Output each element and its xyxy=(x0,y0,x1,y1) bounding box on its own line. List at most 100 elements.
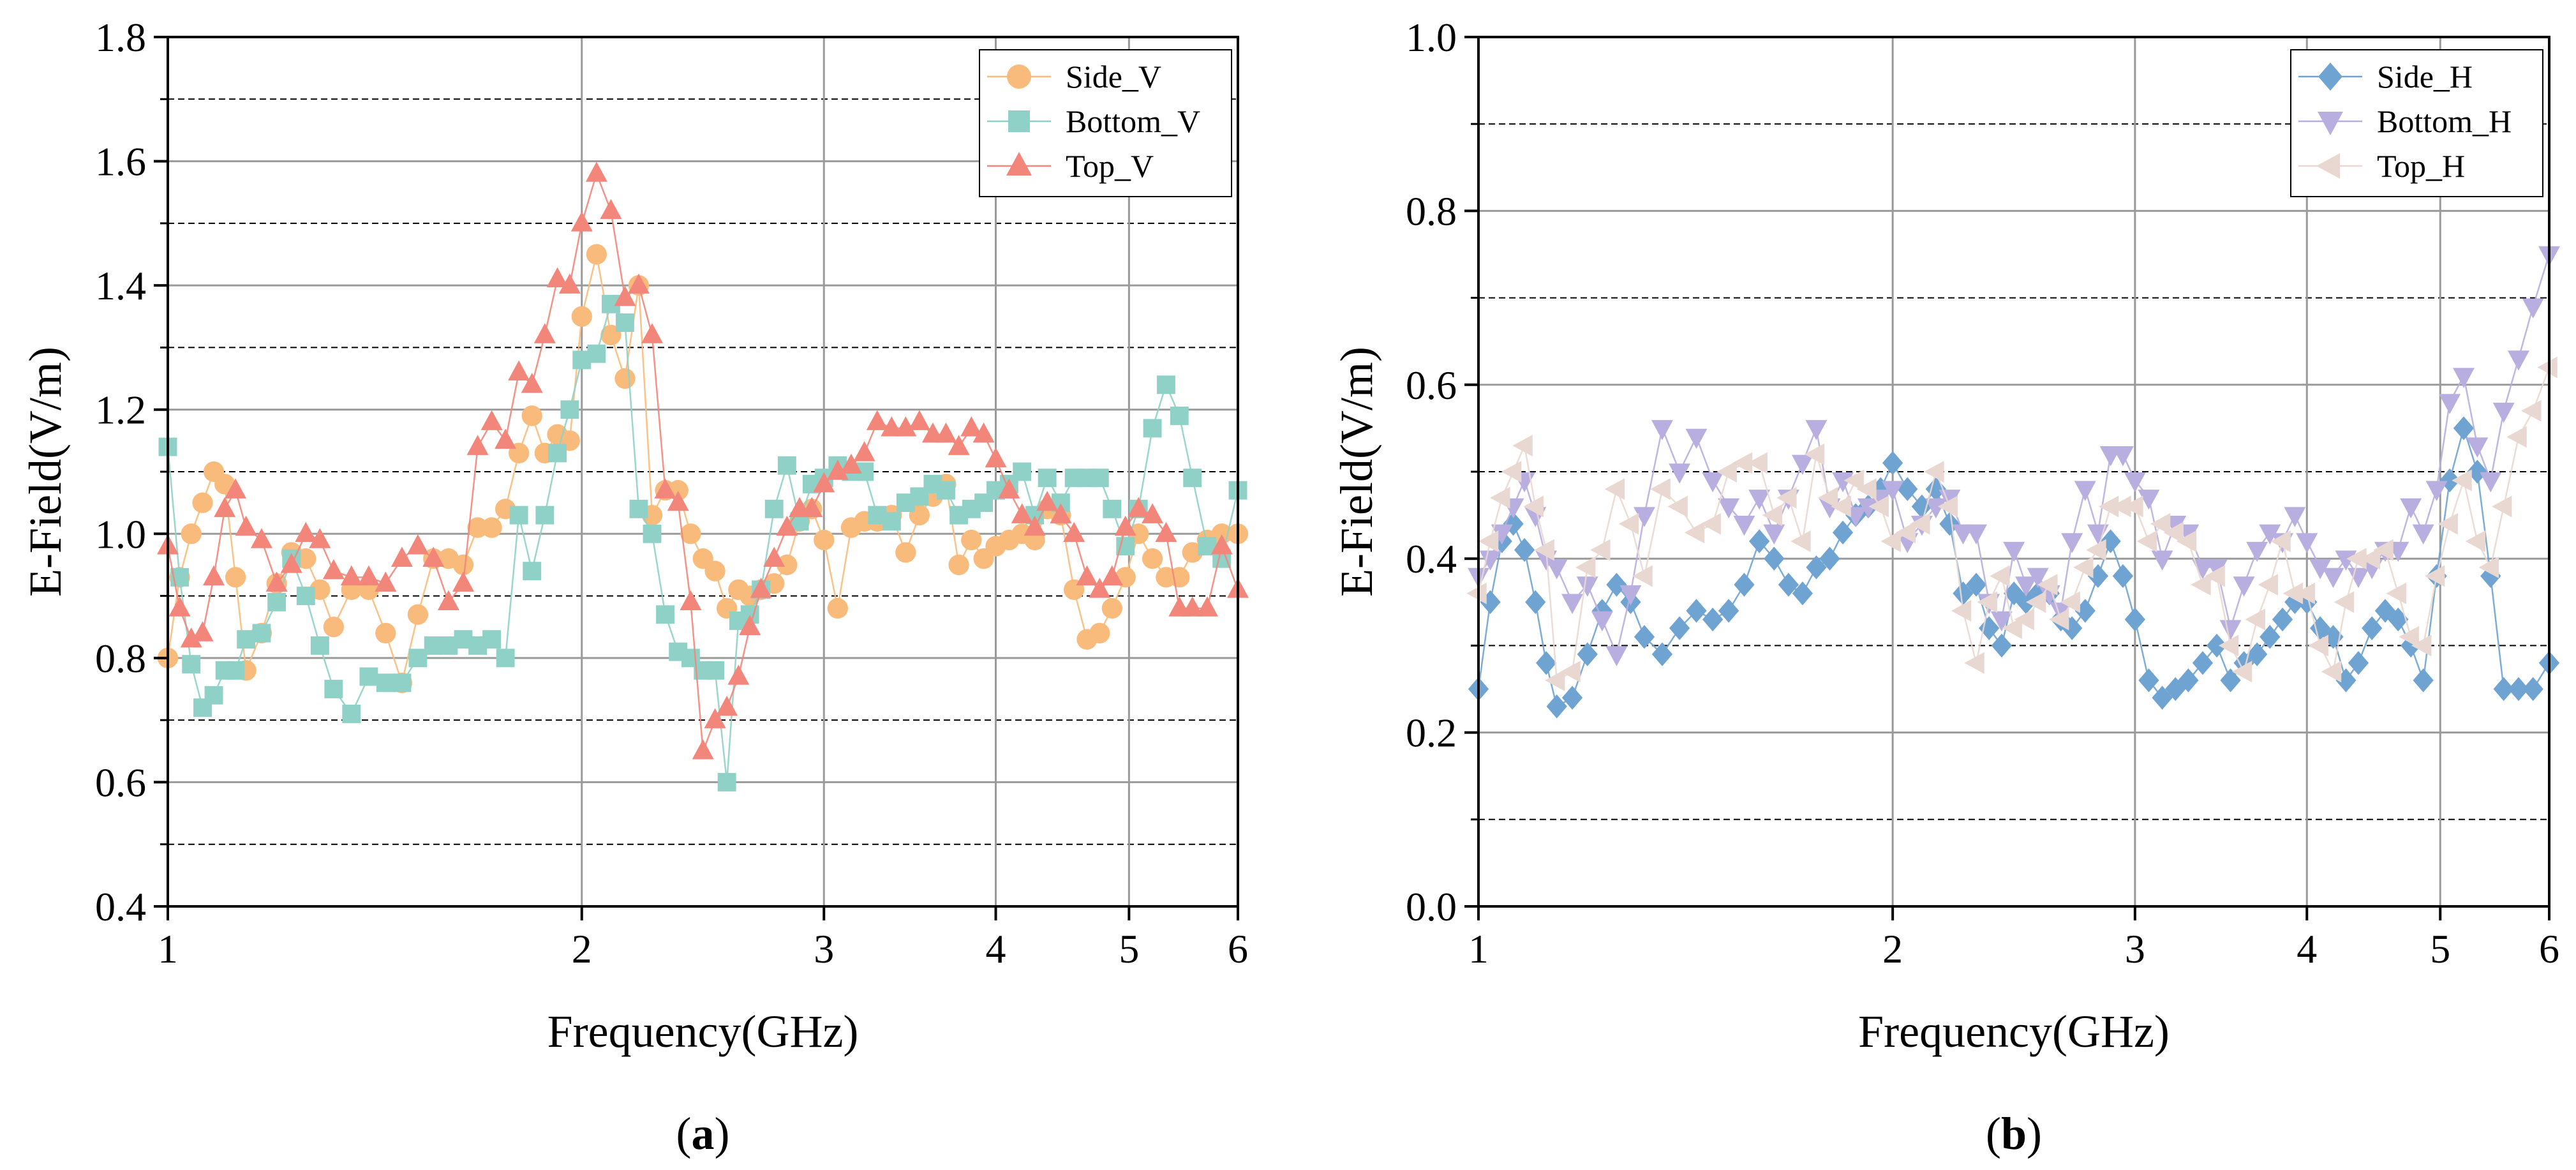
data-point xyxy=(2362,616,2383,640)
data-point xyxy=(310,636,329,655)
data-point xyxy=(1718,599,1739,623)
data-point xyxy=(1684,521,1705,544)
data-point xyxy=(2322,567,2344,589)
data-point xyxy=(1716,461,1737,483)
data-point xyxy=(322,559,345,580)
data-point xyxy=(1882,481,1904,501)
data-point xyxy=(1953,581,1974,606)
data-point xyxy=(656,605,675,624)
data-point xyxy=(2522,298,2544,319)
data-point xyxy=(452,571,475,592)
data-point xyxy=(1880,530,1901,552)
data-point xyxy=(535,506,555,525)
legend-entry: Top_V xyxy=(987,148,1154,184)
data-point xyxy=(1063,521,1085,543)
data-point xyxy=(1490,486,1510,509)
data-point xyxy=(2520,400,2542,422)
data-point xyxy=(881,416,903,437)
data-point xyxy=(1734,573,1755,597)
data-point xyxy=(571,306,592,327)
data-point xyxy=(1650,478,1671,500)
data-point xyxy=(627,273,650,294)
panel-label: (a) xyxy=(676,1108,730,1159)
data-point xyxy=(1925,477,1947,501)
data-point xyxy=(2176,530,2197,552)
data-point xyxy=(2335,550,2357,571)
data-point xyxy=(181,523,202,544)
y-tick-label: 0.0 xyxy=(1406,884,1457,929)
data-point xyxy=(961,529,982,551)
data-point xyxy=(1619,585,1642,606)
x-tick-label: 3 xyxy=(2125,926,2145,971)
data-point xyxy=(2424,565,2445,587)
data-point xyxy=(704,560,726,581)
data-point xyxy=(1479,550,1501,571)
data-point xyxy=(866,410,888,430)
y-tick-label: 0.2 xyxy=(1406,710,1457,756)
data-point xyxy=(1856,478,1877,500)
data-point xyxy=(776,515,798,536)
data-point xyxy=(2492,402,2515,423)
data-point xyxy=(2003,541,2025,562)
legend-entry: Bottom_V xyxy=(987,103,1200,139)
data-point xyxy=(2297,590,2318,614)
data-point xyxy=(727,664,750,685)
data-point xyxy=(2270,530,2291,552)
panel-label-paren: ) xyxy=(2027,1108,2042,1159)
data-point xyxy=(295,521,317,543)
data-point xyxy=(1990,565,2010,587)
data-point xyxy=(2247,642,2268,666)
series-Top_V xyxy=(157,161,1249,760)
data-point xyxy=(1618,513,1639,535)
data-point xyxy=(827,597,848,619)
data-point xyxy=(1702,472,1724,493)
legend-label: Bottom_H xyxy=(2377,103,2512,139)
data-point xyxy=(466,435,489,455)
data-point xyxy=(521,405,542,426)
data-point xyxy=(2151,550,2173,571)
legend-marker xyxy=(1007,64,1031,89)
data-point xyxy=(2111,495,2131,518)
data-point xyxy=(1868,495,1889,518)
y-tick-label: 0.4 xyxy=(1406,536,1457,581)
data-point xyxy=(225,567,246,588)
panel-label: (b) xyxy=(1986,1108,2042,1159)
data-point xyxy=(2062,616,2083,640)
data-point xyxy=(2027,581,2048,606)
legend-entry: Top_H xyxy=(2298,148,2465,184)
data-point xyxy=(2413,668,2434,693)
data-point xyxy=(391,546,413,567)
data-point xyxy=(1466,582,1487,604)
data-point xyxy=(1965,524,1988,545)
data-point xyxy=(2309,559,2332,580)
data-point xyxy=(2259,524,2281,545)
data-point xyxy=(2400,498,2422,519)
data-point xyxy=(1210,534,1233,555)
data-point xyxy=(2439,468,2461,493)
data-point xyxy=(1686,599,1707,623)
data-point xyxy=(1857,498,1879,519)
data-point xyxy=(2480,472,2502,493)
data-point xyxy=(1806,555,1827,580)
data-point xyxy=(2138,490,2160,510)
data-point xyxy=(2401,633,2422,658)
chart-panel-a: 0.4 0.6 0.8 1.0 1.2 1.4 1.6 1.8 1 2 3 4 5 6 Frequency(… xyxy=(20,15,1249,1159)
data-point xyxy=(2506,426,2527,448)
data-point xyxy=(2374,599,2396,623)
data-point xyxy=(763,546,785,567)
data-point xyxy=(1651,642,1673,666)
legend-entry: Bottom_H xyxy=(2298,103,2512,139)
data-point xyxy=(1183,469,1202,488)
data-point xyxy=(1732,452,1753,474)
data-point xyxy=(2073,556,2094,578)
data-point xyxy=(2027,567,2049,589)
data-point xyxy=(533,323,556,343)
data-point xyxy=(1196,596,1218,617)
data-point xyxy=(323,617,344,638)
data-point xyxy=(2233,576,2255,597)
y-axis-title: E-Field(V/m) xyxy=(1331,347,1382,597)
data-point xyxy=(2002,617,2022,640)
data-point xyxy=(392,673,412,693)
data-point xyxy=(706,661,725,680)
data-point xyxy=(1011,503,1033,523)
